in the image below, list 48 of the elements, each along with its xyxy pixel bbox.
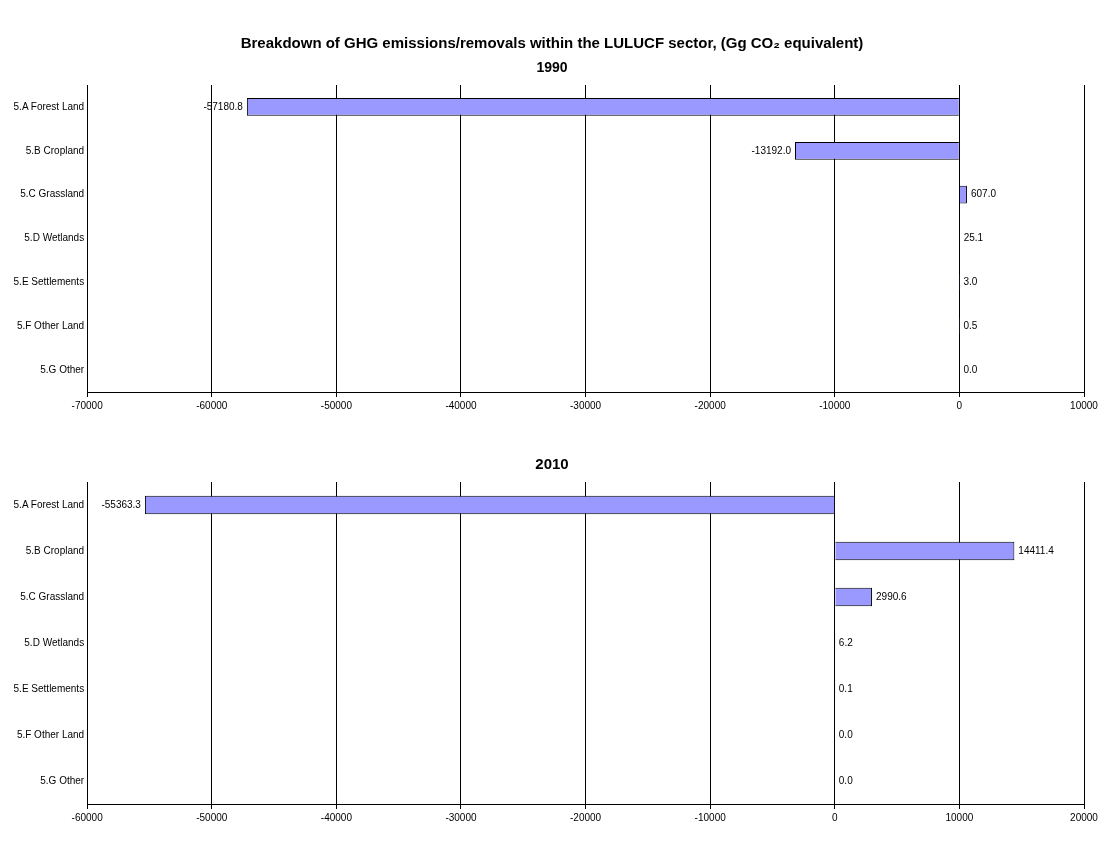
- y-tick-label: 5.D Wetlands: [24, 636, 85, 648]
- chart-title: 2010: [534, 454, 570, 472]
- x-tick-label: 10000: [945, 811, 974, 823]
- data-label: 0.1: [838, 682, 854, 694]
- y-tick-label: 5.G Other: [40, 774, 85, 786]
- y-tick-label: 5.B Cropland: [25, 144, 85, 156]
- y-tick-label: 5.G Other: [40, 363, 85, 375]
- x-tick-label: -20000: [570, 811, 602, 823]
- y-tick-label: 5.C Grassland: [20, 590, 85, 602]
- y-tick-label: 5.E Settlements: [13, 682, 85, 694]
- data-label: 3.0: [963, 276, 978, 288]
- x-tick-label: -50000: [320, 399, 353, 411]
- x-tick-label: -10000: [819, 399, 851, 411]
- chart-title: Breakdown of GHG emissions/removals within the LULUCF sector, (Gg CO₂ equivalent): [239, 33, 865, 51]
- x-tick-label: -50000: [196, 811, 228, 823]
- data-label: 25.1: [963, 232, 984, 244]
- y-tick-label: 5.E Settlements: [13, 276, 85, 288]
- x-tick-label: -40000: [445, 399, 477, 411]
- x-tick-label: -30000: [445, 811, 477, 823]
- data-label: 6.2: [838, 636, 854, 648]
- data-label: 0.0: [838, 728, 854, 740]
- x-tick-label: -70000: [71, 399, 104, 411]
- data-label: 0.5: [963, 319, 978, 331]
- y-tick-label: 5.D Wetlands: [24, 232, 85, 244]
- x-tick-label: -20000: [694, 399, 727, 411]
- data-label: 0.0: [963, 363, 978, 375]
- data-label: 0.0: [838, 774, 854, 786]
- x-tick-label: 10000: [1070, 399, 1099, 411]
- y-tick-label: 5.C Grassland: [20, 188, 85, 200]
- y-tick-label: 5.F Other Land: [16, 728, 85, 740]
- data-label: 14411.4: [1018, 544, 1055, 556]
- x-tick-label: -60000: [71, 811, 104, 823]
- data-label: 2990.6: [876, 590, 908, 602]
- x-tick-label: -30000: [570, 399, 602, 411]
- x-tick-label: 0: [832, 811, 839, 823]
- y-tick-label: 5.B Cropland: [25, 544, 85, 556]
- chart-subtitle: 1990: [535, 58, 569, 75]
- y-tick-label: 5.F Other Land: [16, 319, 85, 331]
- x-tick-label: 0: [956, 399, 963, 411]
- data-label: -13192.0: [751, 144, 792, 156]
- x-tick-label: -10000: [694, 811, 727, 823]
- x-tick-label: 20000: [1070, 811, 1099, 823]
- y-tick-label: 5.A Forest Land: [13, 100, 85, 112]
- data-label: 607.0: [970, 188, 997, 200]
- x-tick-label: -60000: [196, 399, 228, 411]
- x-tick-label: -40000: [320, 811, 353, 823]
- data-label: -55363.3: [101, 498, 142, 510]
- y-tick-label: 5.A Forest Land: [13, 498, 85, 510]
